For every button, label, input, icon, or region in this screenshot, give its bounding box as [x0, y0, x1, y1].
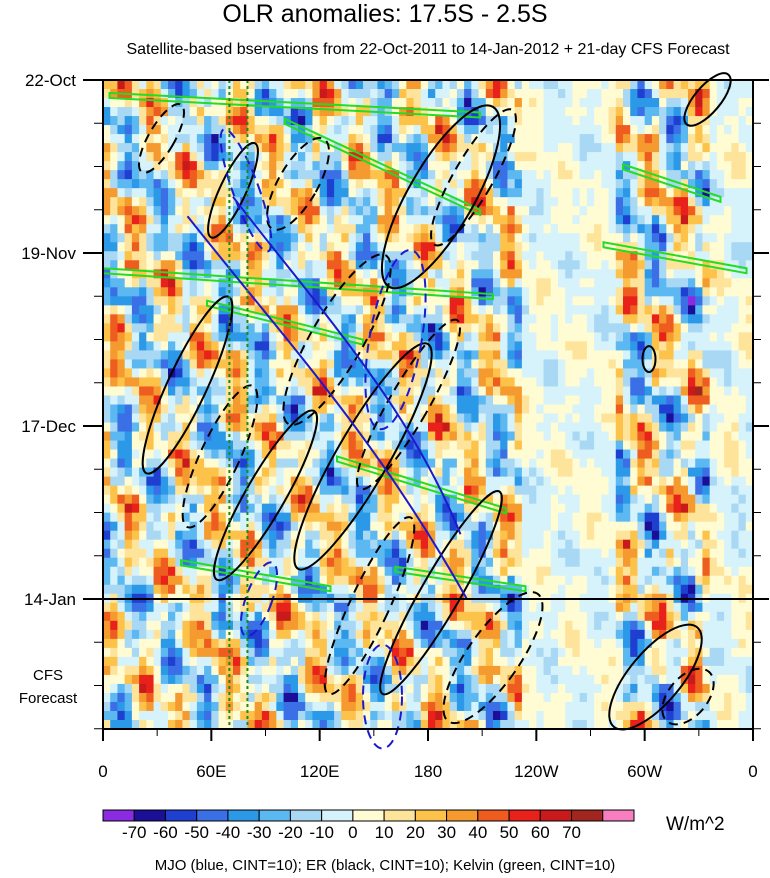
er-contour: [380, 104, 502, 290]
colorbar-tick-label: 40: [468, 823, 487, 842]
er-contour: [207, 141, 259, 239]
y-tick-label: 17-Dec: [21, 417, 76, 436]
colorbar: [102, 809, 635, 822]
kelvin-contour: [622, 162, 722, 204]
kelvin-contour: [394, 565, 527, 593]
colorbar-swatch: [321, 809, 354, 822]
mjo-contour: [232, 196, 462, 535]
colorbar-swatch: [477, 809, 510, 822]
colorbar-swatch: [289, 809, 323, 822]
colorbar-tick-label: -20: [278, 823, 303, 842]
filtered-overlays: [102, 72, 748, 750]
er-contour: [323, 516, 416, 696]
mjo-contour: [219, 128, 273, 253]
colorbar-swatch: [196, 809, 229, 822]
colorbar-swatch: [602, 809, 635, 822]
chart-subtitle: Satellite-based bservations from 22-Oct-…: [126, 41, 730, 58]
er-contour: [379, 490, 503, 696]
colorbar-swatch: [571, 809, 604, 822]
er-contour: [181, 384, 259, 529]
colorbar-tick-label: 50: [500, 823, 519, 842]
er-contour: [138, 103, 185, 174]
kelvin-contour: [180, 559, 332, 593]
er-contour: [266, 136, 330, 231]
mjo-contour: [364, 249, 427, 431]
kelvin-contour: [336, 455, 507, 515]
mjo-contour: [186, 215, 468, 600]
colorbar-swatch: [352, 809, 385, 822]
overlay-legend: MJO (blue, CINT=10); ER (black, CINT=10)…: [154, 857, 616, 874]
colorbar-tick-label: 30: [437, 823, 456, 842]
kelvin-contour: [284, 117, 481, 217]
colorbar-swatch: [102, 809, 135, 822]
kelvin-contour: [602, 241, 748, 275]
colorbar-tick-label: 60: [531, 823, 550, 842]
colorbar-swatch: [446, 809, 479, 822]
x-tick-label: 60W: [627, 762, 662, 781]
x-tick-label: 0: [748, 762, 757, 781]
er-contour: [355, 318, 462, 491]
er-contour: [212, 409, 319, 582]
colorbar-tick-label: -60: [153, 823, 178, 842]
x-tick-label: 60E: [196, 762, 226, 781]
mjo-contour: [362, 643, 403, 750]
mjo-contour: [239, 561, 279, 638]
chart-title: OLR anomalies: 17.5S - 2.5S: [222, 0, 548, 28]
er-contour: [661, 667, 715, 726]
colorbar-swatch: [133, 809, 166, 822]
colorbar-tick-label: -70: [122, 823, 147, 842]
er-contour: [282, 253, 392, 426]
er-contour: [430, 108, 517, 247]
colorbar-tick-label: 20: [406, 823, 425, 842]
colorbar-tick-label: 0: [348, 823, 357, 842]
colorbar-swatch: [414, 809, 448, 822]
colorbar-swatch: [227, 809, 260, 822]
y-tick-label: 14-Jan: [24, 590, 76, 609]
colorbar-swatch: [164, 809, 198, 822]
colorbar-units: W/m^2: [666, 814, 725, 835]
x-tick-label: 120E: [300, 762, 340, 781]
er-contour: [683, 72, 732, 127]
y-tick-label: 19-Nov: [21, 244, 76, 263]
colorbar-tick-label: -50: [184, 823, 209, 842]
colorbar-tick-label: 70: [562, 823, 581, 842]
colorbar-swatch: [383, 809, 416, 822]
colorbar-swatch: [508, 809, 541, 822]
colorbar-tick-label: -10: [309, 823, 334, 842]
x-tick-label: 180: [414, 762, 442, 781]
x-tick-label: 0: [98, 762, 107, 781]
er-contour: [641, 345, 657, 374]
colorbar-tick-label: -30: [247, 823, 272, 842]
forecast-label: CFS Forecast: [18, 667, 78, 707]
er-contour: [442, 591, 544, 725]
colorbar-tick-label: -40: [216, 823, 241, 842]
colorbar-tick-label: 10: [375, 823, 394, 842]
y-tick-label: 22-Oct: [25, 71, 76, 90]
kelvin-contour: [108, 91, 481, 119]
colorbar-swatch: [258, 809, 291, 822]
colorbar-swatch: [539, 809, 573, 822]
olr-anomaly-field: [103, 80, 754, 730]
x-tick-label: 120W: [514, 762, 558, 781]
er-contour: [608, 623, 703, 731]
